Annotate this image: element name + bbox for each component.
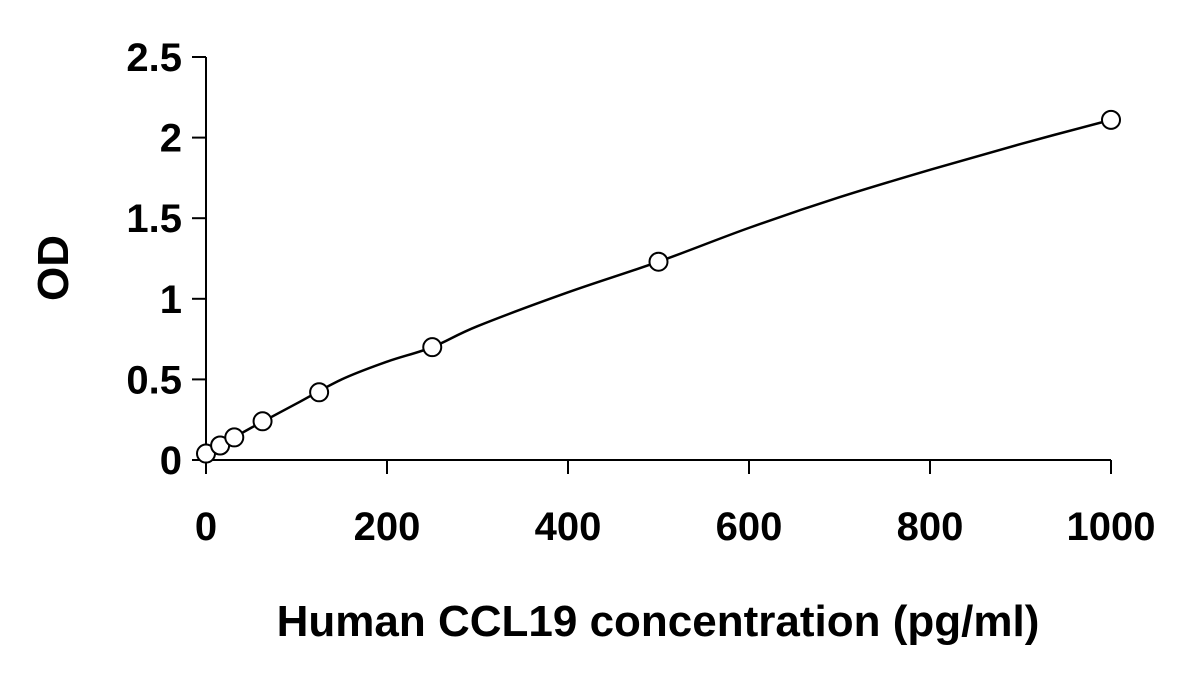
data-points (196, 109, 1121, 464)
x-tick-label: 1000 (1067, 505, 1156, 549)
x-tick-label: 0 (195, 505, 217, 549)
y-axis-title: OD (29, 235, 78, 301)
y-tick-label: 0 (160, 439, 182, 483)
y-tick-label: 1 (160, 278, 182, 322)
data-point (648, 251, 669, 272)
x-tick-label: 800 (897, 505, 964, 549)
x-axis-title: Human CCL19 concentration (pg/ml) (277, 597, 1040, 646)
y-tick-label: 1.5 (126, 197, 182, 241)
x-tick-label: 400 (535, 505, 602, 549)
x-tick-labels: 0 200 400 600 800 1000 (195, 505, 1156, 549)
data-point (309, 382, 330, 403)
data-point (1101, 109, 1121, 130)
x-tick-label: 600 (716, 505, 783, 549)
y-tick-label: 2.5 (126, 36, 182, 80)
fit-curve (205, 118, 1112, 455)
y-ticks (192, 56, 206, 461)
y-tick-labels: 0 0.5 1 1.5 2 2.5 (126, 36, 182, 483)
x-tick-label: 200 (354, 505, 421, 549)
data-point (252, 411, 273, 432)
axes (205, 57, 1111, 461)
y-tick-label: 2 (160, 117, 182, 161)
data-point (224, 427, 245, 448)
x-ticks (205, 460, 1112, 474)
y-tick-label: 0.5 (126, 358, 182, 402)
data-point (422, 337, 443, 358)
